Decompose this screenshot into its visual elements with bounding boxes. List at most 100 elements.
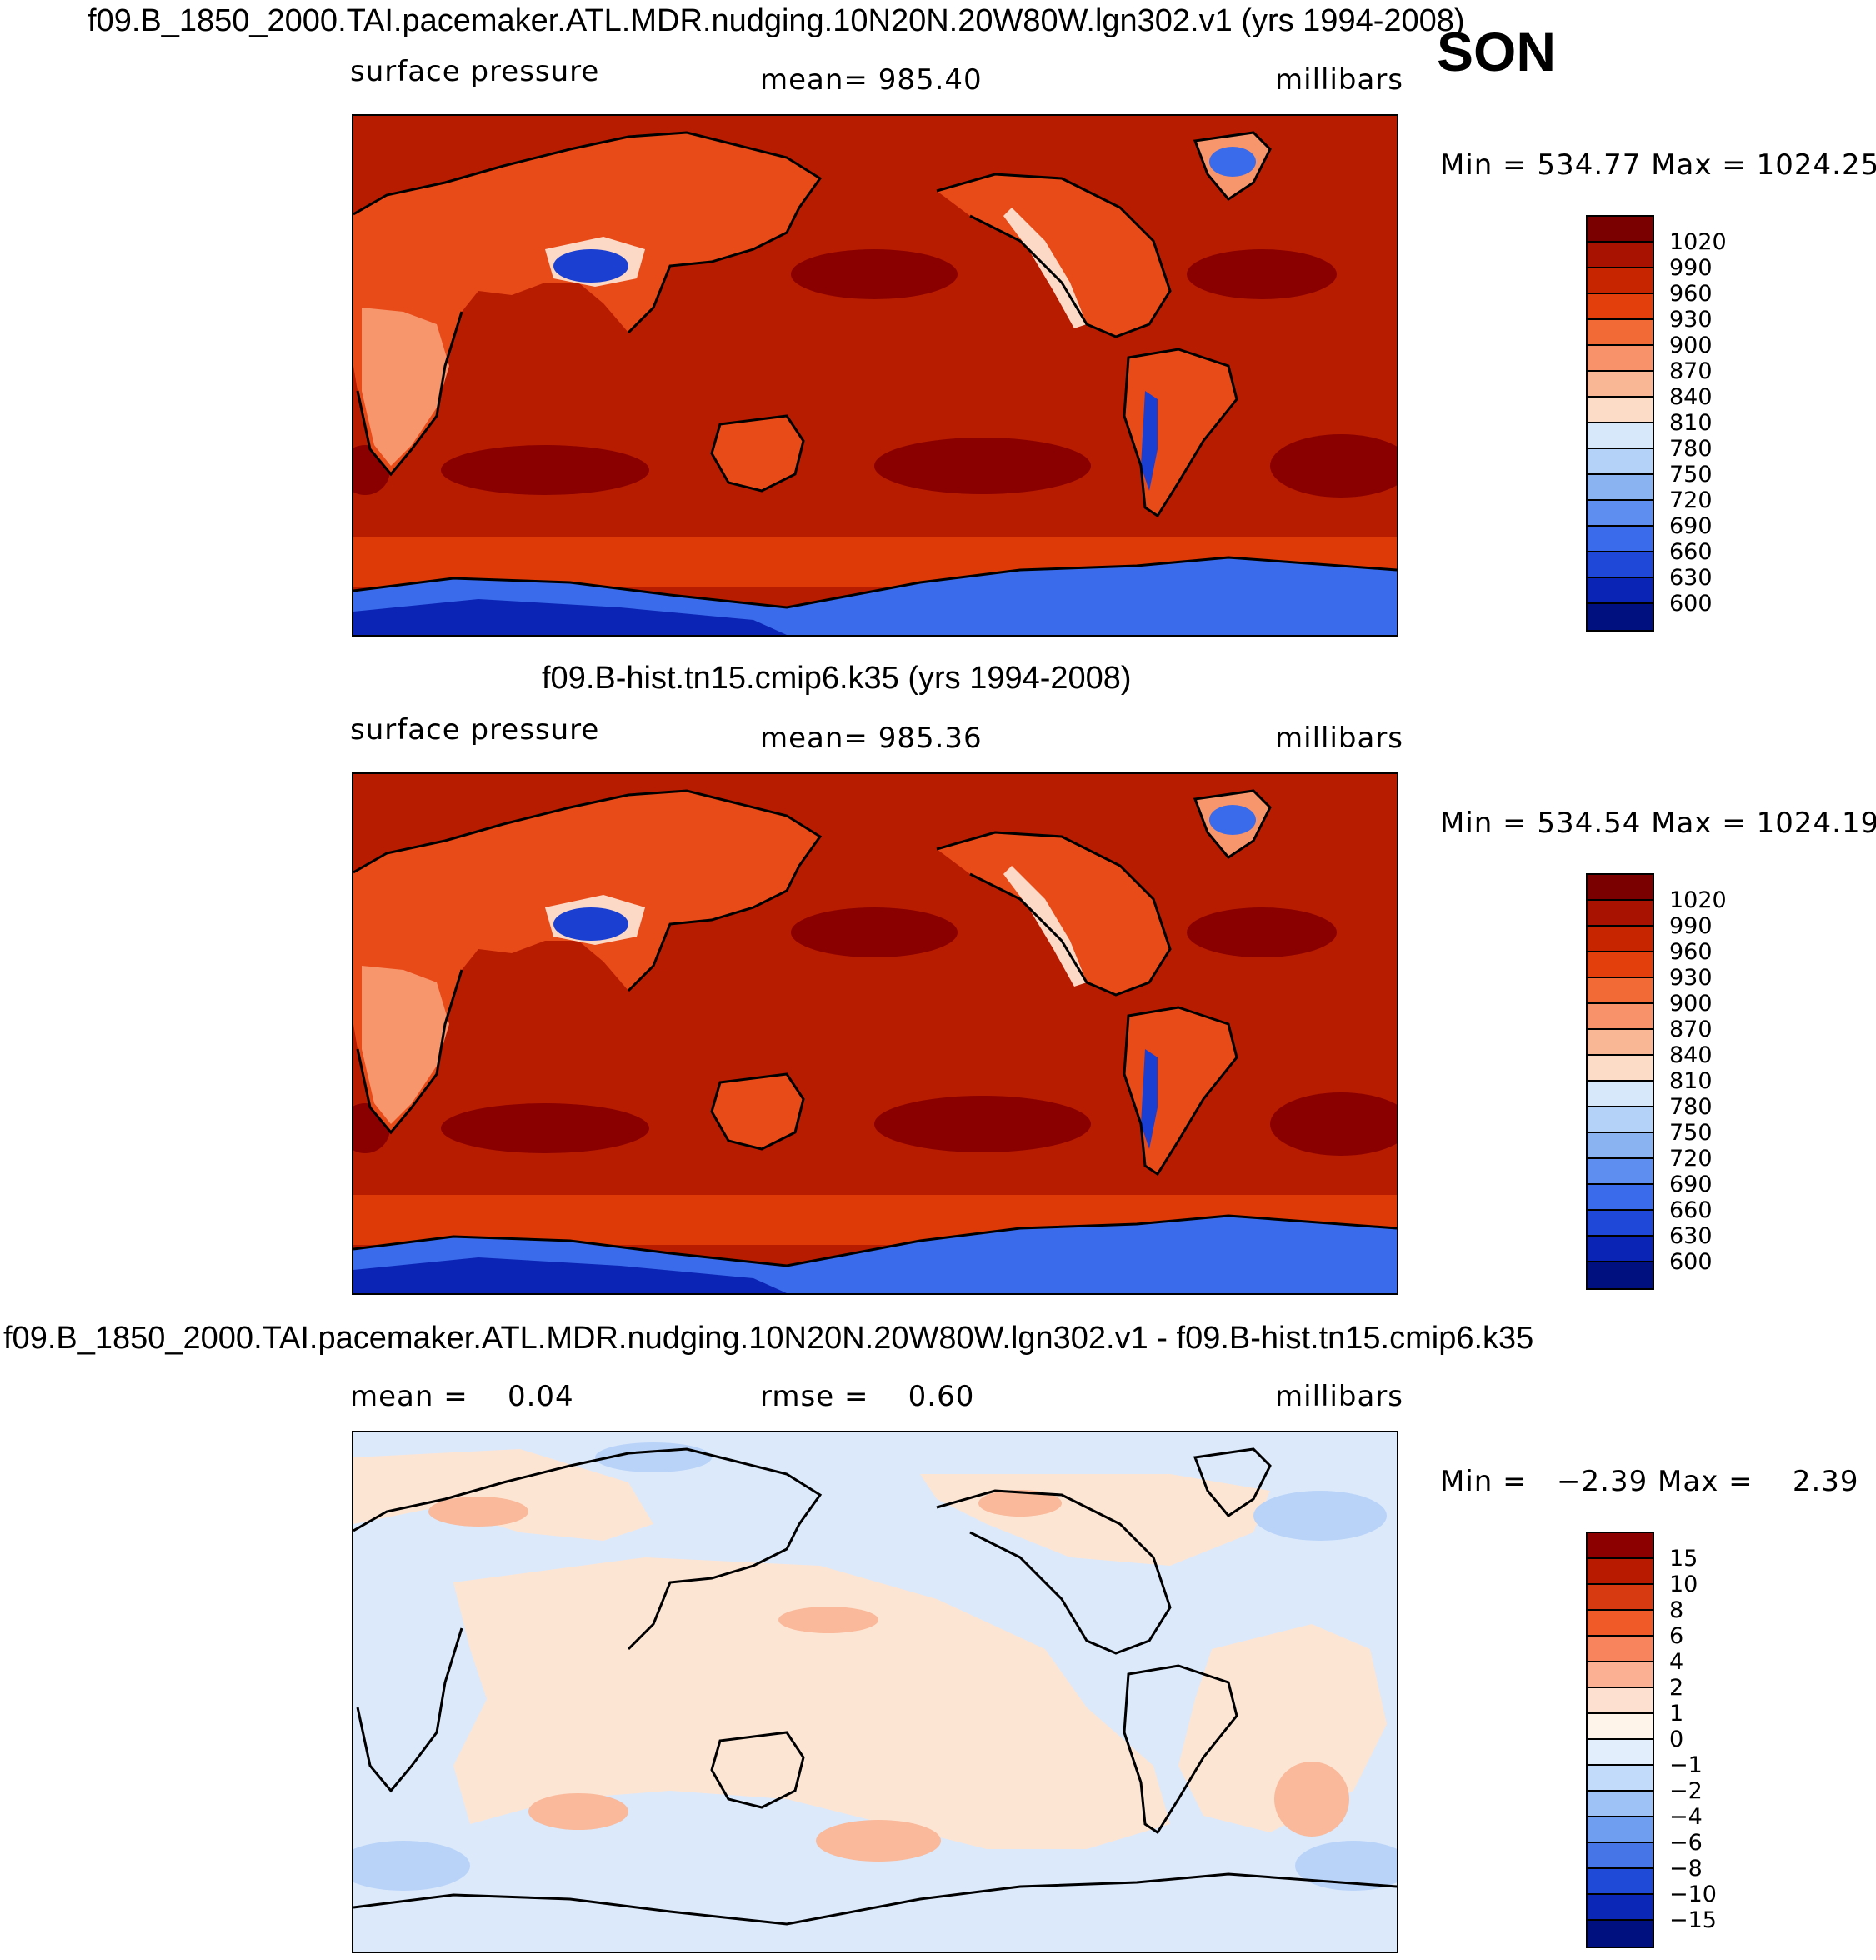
colorbar-tick-label: 990 (1669, 913, 1713, 939)
colorbar-tick-label: 750 (1669, 462, 1713, 488)
panel-1-mean-label: mean= 985.40 (760, 63, 983, 97)
panel-2-subtropical-high-indian (441, 1103, 649, 1153)
colorbar-swatch (1588, 1792, 1653, 1818)
panel-1-minmax: Min = 534.77 Max = 1024.25 (1440, 148, 1876, 182)
colorbar-swatch (1588, 501, 1653, 527)
panel-1-antarctica-plateau (353, 599, 787, 635)
panel-3-anomaly-southern-low-west (353, 1841, 470, 1891)
colorbar-tick-label: 8 (1669, 1598, 1684, 1623)
panel-1-colorbar (1586, 215, 1654, 632)
panel-1-units-label: millibars (1275, 63, 1404, 97)
colorbar-swatch (1588, 449, 1653, 475)
colorbar-swatch (1588, 1533, 1653, 1559)
panel-2-subtropical-high-north-pacific (791, 908, 958, 958)
panel-2-greenland-ice (1209, 805, 1256, 835)
colorbar-tick-label: −10 (1669, 1882, 1717, 1908)
colorbar-tick-label: 990 (1669, 255, 1713, 281)
panel-3-anomaly-indian-core (528, 1793, 628, 1830)
colorbar-tick-label: 10 (1669, 1572, 1698, 1598)
colorbar-swatch (1588, 927, 1653, 952)
colorbar-swatch (1588, 1895, 1653, 1921)
panel-1-greenland-ice (1209, 147, 1256, 177)
colorbar-tick-label: −6 (1669, 1830, 1703, 1856)
colorbar-swatch (1588, 604, 1653, 630)
panel-3-anomaly-canada-core (978, 1490, 1062, 1517)
colorbar-tick-label: 900 (1669, 332, 1713, 358)
panel-3-anomaly-southern-low-east (1295, 1841, 1397, 1891)
colorbar-tick-label: 690 (1669, 1172, 1713, 1198)
panel-2-subtropical-high-north-atlantic (1187, 908, 1337, 958)
colorbar-tick-label: 15 (1669, 1546, 1698, 1572)
panel-2-coastlines (353, 789, 1397, 1268)
colorbar-swatch (1588, 217, 1653, 242)
panel-1-subtropical-high-south-pacific (874, 438, 1091, 494)
panel-2-subtropical-high-south-pacific (874, 1096, 1091, 1152)
panel-3-anomaly-north-pacific-core (778, 1607, 878, 1633)
colorbar-swatch (1588, 372, 1653, 398)
panel-3-title: f09.B_1850_2000.TAI.pacemaker.ATL.MDR.nu… (3, 1321, 1534, 1356)
colorbar-tick-label: 690 (1669, 513, 1713, 539)
colorbar-tick-label: 780 (1669, 436, 1713, 462)
colorbar-swatch (1588, 978, 1653, 1004)
colorbar-tick-label: −1 (1669, 1752, 1703, 1778)
colorbar-tick-label: 660 (1669, 539, 1713, 565)
colorbar-swatch (1588, 268, 1653, 294)
colorbar-swatch (1588, 1611, 1653, 1637)
colorbar-swatch (1588, 1133, 1653, 1159)
colorbar-tick-label: 720 (1669, 1146, 1713, 1172)
colorbar-swatch (1588, 1159, 1653, 1185)
panel-2-tibetan-plateau (553, 908, 628, 941)
panel-1-eurasia-africa (353, 132, 820, 474)
panel-1-subtropical-high-indian (441, 445, 649, 495)
colorbar-swatch (1588, 1030, 1653, 1056)
panel-1-rockies (1003, 208, 1087, 328)
colorbar-tick-label: 870 (1669, 358, 1713, 384)
panel-2-map (352, 772, 1398, 1295)
colorbar-swatch (1588, 1585, 1653, 1611)
panel-1-variable-label: surface pressure (350, 55, 600, 88)
panel-1-map (352, 114, 1398, 637)
panel-3-colorbar (1586, 1532, 1654, 1948)
panel-3-anomaly-pacific (453, 1558, 1170, 1849)
colorbar-tick-label: −4 (1669, 1804, 1703, 1830)
season-label: SON (1437, 21, 1557, 82)
colorbar-tick-label: 600 (1669, 1249, 1713, 1275)
panel-1-andes (1141, 391, 1158, 491)
panel-3-coastlines (353, 1448, 1397, 1926)
colorbar-swatch (1588, 423, 1653, 449)
colorbar-swatch (1588, 1559, 1653, 1585)
colorbar-swatch (1588, 1262, 1653, 1288)
panel-3-anomaly-south-atlantic-core (1274, 1762, 1349, 1837)
colorbar-swatch (1588, 242, 1653, 268)
colorbar-swatch (1588, 901, 1653, 927)
colorbar-tick-label: 810 (1669, 410, 1713, 436)
colorbar-swatch (1588, 1869, 1653, 1895)
colorbar-tick-label: 840 (1669, 384, 1713, 410)
colorbar-tick-label: −2 (1669, 1778, 1703, 1804)
panel-2-rockies (1003, 866, 1087, 987)
panel-1-subtropical-high-north-pacific (791, 249, 958, 299)
colorbar-swatch (1588, 1662, 1653, 1688)
panel-2-colorbar (1586, 873, 1654, 1290)
colorbar-tick-label: 960 (1669, 281, 1713, 307)
panel-3-minmax: Min = −2.39 Max = 2.39 (1440, 1465, 1859, 1498)
colorbar-swatch (1588, 398, 1653, 423)
colorbar-tick-label: 840 (1669, 1042, 1713, 1068)
panel-1-tibetan-plateau (553, 249, 628, 282)
colorbar-swatch (1588, 952, 1653, 978)
panel-2-minmax: Min = 534.54 Max = 1024.19 (1440, 807, 1876, 840)
colorbar-swatch (1588, 1108, 1653, 1133)
panel-1-africa-interior (362, 308, 449, 466)
colorbar-swatch (1588, 1637, 1653, 1662)
panel-1-map-canvas (353, 116, 1397, 635)
colorbar-tick-label: 930 (1669, 965, 1713, 991)
colorbar-tick-label: 720 (1669, 488, 1713, 513)
panel-3-mean-label: mean = 0.04 (350, 1380, 574, 1413)
colorbar-swatch (1588, 578, 1653, 604)
colorbar-swatch (1588, 1211, 1653, 1237)
colorbar-tick-label: 660 (1669, 1198, 1713, 1223)
colorbar-tick-label: 900 (1669, 991, 1713, 1017)
colorbar-tick-label: 810 (1669, 1068, 1713, 1094)
colorbar-tick-label: 960 (1669, 939, 1713, 965)
colorbar-swatch (1588, 475, 1653, 501)
